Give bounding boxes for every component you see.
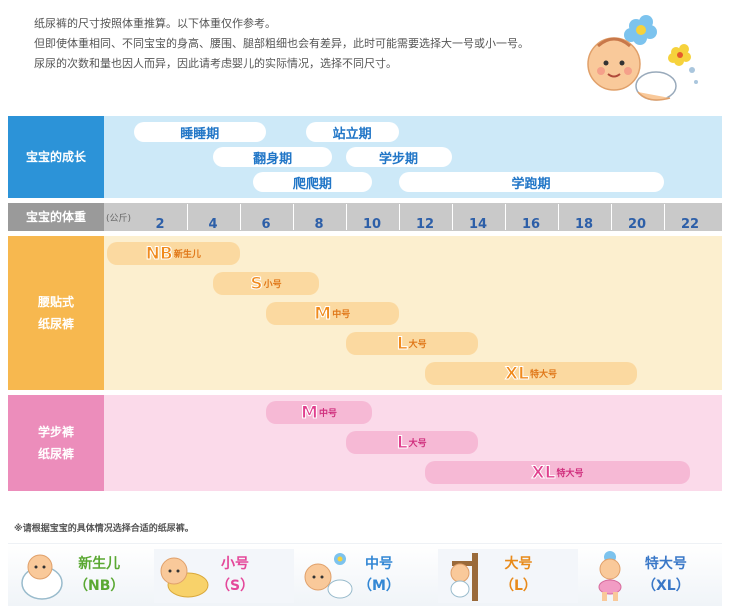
pants-diaper-label: 学步裤 纸尿裤 bbox=[8, 395, 104, 491]
footer-label-line1: 中号 bbox=[364, 556, 393, 572]
growth-stage-pill: 学步期 bbox=[345, 147, 452, 167]
size-name-label: 中号 bbox=[332, 310, 351, 320]
size-range-bar: XL 特大号 bbox=[425, 461, 690, 484]
size-code-label: NB bbox=[145, 243, 173, 264]
size-name-label: 新生儿 bbox=[173, 250, 201, 260]
weight-gridline bbox=[451, 204, 453, 230]
size-name-label: 小号 bbox=[263, 280, 282, 290]
weight-tick-label: 18 bbox=[574, 217, 594, 232]
growth-stage-pill: 翻身期 bbox=[213, 147, 333, 167]
weight-tick-label: 14 bbox=[468, 217, 488, 232]
weight-axis-label: 宝宝的体重 bbox=[8, 203, 104, 231]
flower-icon bbox=[624, 15, 657, 45]
weight-gridline bbox=[345, 204, 347, 230]
footer-label-line1: 新生儿 bbox=[78, 556, 121, 572]
footer-label: 中号 （M） bbox=[358, 553, 400, 597]
weight-tick-label: 2 bbox=[155, 217, 165, 232]
growth-label-text: 宝宝的成长 bbox=[25, 150, 86, 164]
size-code-label: S bbox=[250, 273, 263, 294]
footer-label: 小号 （S） bbox=[216, 553, 254, 597]
footer-label-line2: （L） bbox=[500, 578, 537, 594]
footer-label-line2: （NB） bbox=[74, 578, 125, 594]
weight-tick-label: 16 bbox=[521, 217, 541, 232]
crawling-baby-illustration bbox=[587, 15, 698, 101]
footer-item-xl: 特大号 （XL） bbox=[580, 549, 720, 603]
pants-label-line: 纸尿裤 bbox=[37, 447, 74, 461]
growth-stage-pill: 睡睡期 bbox=[133, 122, 266, 142]
growth-row-label: 宝宝的成长 bbox=[8, 116, 104, 198]
size-name-label: 大号 bbox=[408, 340, 427, 350]
weight-gridline bbox=[504, 204, 506, 230]
weight-tick-label: 22 bbox=[680, 217, 700, 232]
footer-item-l: 大号 （L） bbox=[438, 549, 578, 603]
size-name-label: 大号 bbox=[408, 439, 427, 449]
size-range-bar: M 中号 bbox=[266, 401, 372, 424]
walking-toddler-icon bbox=[598, 551, 622, 601]
size-range-bar: NB 新生儿 bbox=[107, 242, 240, 265]
tape-label-line: 纸尿裤 bbox=[37, 317, 74, 331]
weight-axis-label-text: 宝宝的体重 bbox=[25, 210, 86, 224]
footnote: ※请根据宝宝的具体情况选择合适的纸尿裤。 bbox=[14, 524, 194, 534]
footer-label-line2: （S） bbox=[216, 578, 255, 594]
standing-baby-icon bbox=[450, 553, 478, 601]
tape-diaper-label: 腰贴式 纸尿裤 bbox=[8, 236, 104, 390]
footer-label-line1: 大号 bbox=[504, 556, 533, 572]
weight-tick-label: 12 bbox=[415, 217, 435, 232]
size-code-label: L bbox=[396, 432, 408, 453]
growth-stage-pill: 爬爬期 bbox=[252, 172, 372, 192]
growth-stage-pill: 站立期 bbox=[305, 122, 399, 142]
size-code-label: XL bbox=[505, 363, 530, 384]
size-range-bar: L 大号 bbox=[345, 332, 478, 355]
intro-line: 但即使体重相同、不同宝宝的身高、腰围、腿部粗细也会有差异，此时可能需要选择大一号… bbox=[34, 37, 529, 50]
footer-item-s: 小号 （S） bbox=[154, 549, 294, 603]
growth-stage-pill: 学跑期 bbox=[398, 172, 664, 192]
size-range-bar: M 中号 bbox=[266, 302, 399, 325]
weight-gridline bbox=[398, 204, 400, 230]
weight-unit: (公斤) bbox=[106, 214, 132, 224]
pants-label-line: 学步裤 bbox=[37, 425, 74, 439]
size-name-label: 特大号 bbox=[556, 469, 584, 479]
weight-tick-label: 8 bbox=[314, 217, 324, 232]
size-code-label: M bbox=[301, 402, 319, 423]
size-range-bar: XL 特大号 bbox=[425, 362, 637, 385]
intro-text: 纸尿裤的尺寸按照体重推算。以下体重仅作参考。 但即使体重相同、不同宝宝的身高、腰… bbox=[34, 14, 594, 74]
size-name-label: 中号 bbox=[318, 409, 337, 419]
size-name-label: 特大号 bbox=[529, 370, 557, 380]
intro-line: 纸尿裤的尺寸按照体重推算。以下体重仅作参考。 bbox=[34, 17, 276, 30]
footer-label-line1: 特大号 bbox=[644, 556, 687, 572]
size-range-bar: S 小号 bbox=[213, 272, 319, 295]
intro-line: 尿尿的次数和量也因人而异，因此请考虑婴儿的实际情况，选择不同尺寸。 bbox=[34, 57, 397, 70]
weight-axis-row bbox=[8, 203, 722, 231]
footer-label-line2: （M） bbox=[358, 578, 400, 594]
flower-icon bbox=[668, 44, 691, 66]
weight-gridline bbox=[292, 204, 294, 230]
weight-gridline bbox=[663, 204, 665, 230]
weight-tick-label: 10 bbox=[362, 217, 382, 232]
size-code-label: L bbox=[396, 333, 408, 354]
footer-label: 新生儿 （NB） bbox=[74, 553, 124, 597]
footer-item-m: 中号 （M） bbox=[296, 549, 436, 603]
weight-gridline bbox=[557, 204, 559, 230]
footer-label-line2: （XL） bbox=[642, 578, 690, 594]
size-range-bar: L 大号 bbox=[345, 431, 478, 454]
weight-tick-label: 4 bbox=[208, 217, 218, 232]
crawling-baby-icon bbox=[304, 553, 353, 599]
weight-tick-label: 6 bbox=[261, 217, 271, 232]
size-code-label: M bbox=[314, 303, 332, 324]
weight-gridline bbox=[610, 204, 612, 230]
weight-gridline bbox=[186, 204, 188, 230]
weight-tick-label: 20 bbox=[627, 217, 647, 232]
footer-item-nb: 新生儿 （NB） bbox=[12, 549, 152, 603]
newborn-baby-icon bbox=[21, 554, 63, 600]
small-baby-icon bbox=[160, 557, 209, 598]
weight-gridline bbox=[239, 204, 241, 230]
footer-label: 大号 （L） bbox=[500, 553, 537, 597]
tape-label-line: 腰贴式 bbox=[37, 295, 74, 309]
footer-label: 特大号 （XL） bbox=[642, 553, 690, 597]
size-code-label: XL bbox=[531, 462, 556, 483]
footer-label-line1: 小号 bbox=[221, 556, 250, 572]
